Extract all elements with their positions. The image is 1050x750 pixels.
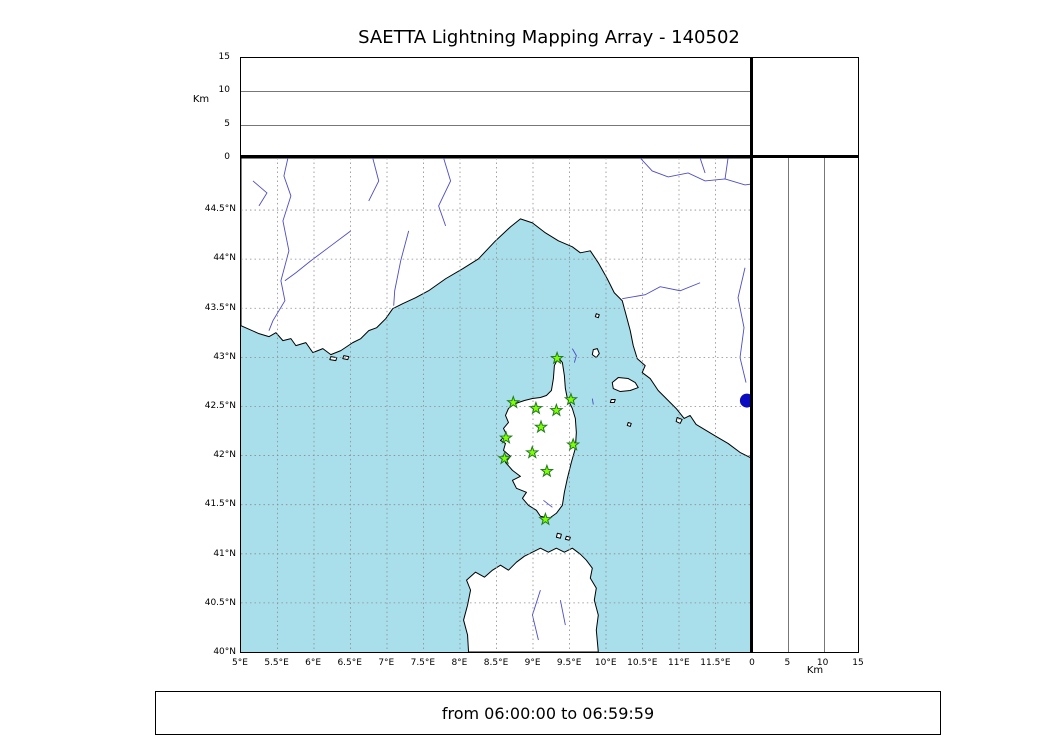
- station-star-marker: [538, 511, 553, 526]
- lon-tick-label: 10°E: [594, 658, 617, 668]
- river-line: [591, 398, 594, 405]
- detection-dot: [739, 393, 752, 408]
- lat-tick-label: 42°N: [213, 450, 236, 461]
- lat-tick-label: 40°N: [213, 647, 236, 657]
- land-polygon: [626, 421, 632, 427]
- lon-tick-label: 11°E: [668, 658, 690, 668]
- lon-tick-label: 11.5°E: [700, 658, 731, 668]
- lon-tick-label: 8.5°E: [483, 658, 509, 668]
- land-polygon: [564, 535, 571, 541]
- land-polygon: [594, 313, 600, 319]
- land-polygon: [591, 348, 600, 359]
- river-line: [737, 267, 747, 383]
- altitude-vs-longitude-panel: [240, 57, 753, 158]
- station-star-marker: [563, 392, 579, 406]
- land-polygon: [609, 399, 616, 404]
- altitude-vs-latitude-panel: [752, 157, 859, 653]
- altitude-tick-label: 0: [224, 152, 230, 162]
- river-line: [393, 230, 410, 306]
- station-star-marker: [525, 445, 540, 459]
- lon-tick-label: 9.5°E: [556, 658, 582, 668]
- lat-tick-label: 40.5°N: [204, 597, 236, 608]
- km-tick-label: 10: [816, 658, 829, 668]
- lat-tick-label: 43.5°N: [204, 302, 236, 313]
- km-tick-label: 0: [749, 658, 755, 668]
- river-line: [699, 158, 706, 174]
- land-polygon: [555, 532, 562, 539]
- land-polygon: [499, 357, 577, 519]
- river-line: [438, 158, 452, 227]
- time-range-box: from 06:00:00 to 06:59:59: [155, 691, 941, 735]
- station-star-marker: [566, 437, 581, 451]
- map-panel: [240, 157, 753, 653]
- river-line: [252, 180, 268, 207]
- lon-tick-label: 6.5°E: [337, 658, 362, 668]
- river-line: [559, 600, 566, 626]
- altitude-tick-label: 5: [224, 118, 230, 129]
- altitude-axis-label-left: Km: [192, 94, 210, 105]
- river-line: [724, 158, 729, 180]
- lat-tick-label: 44°N: [213, 253, 236, 264]
- lon-tick-label: 8°E: [451, 658, 468, 668]
- river-line: [284, 230, 352, 282]
- lon-tick-label: 7.5°E: [410, 658, 436, 668]
- lat-tick-label: 42.5°N: [204, 400, 236, 411]
- panel-divider-horizontal: [240, 155, 859, 158]
- lon-tick-label: 7°E: [378, 658, 395, 668]
- station-star-marker: [498, 430, 514, 444]
- lat-tick-label: 43°N: [213, 351, 236, 362]
- river-line: [543, 499, 553, 508]
- altitude-grid-line: [788, 158, 790, 652]
- altitude-axis-label-bottom: Km: [806, 665, 824, 676]
- lat-tick-label: 41°N: [213, 548, 236, 559]
- land-polygon: [463, 547, 599, 652]
- altitude-grid-line: [241, 124, 752, 126]
- river-line: [639, 158, 752, 186]
- river-line: [571, 348, 577, 363]
- river-line: [531, 589, 541, 641]
- station-star-marker: [549, 350, 565, 365]
- station-star-marker: [533, 419, 549, 434]
- lon-tick-label: 9°E: [524, 658, 541, 668]
- lat-tick-label: 41.5°N: [204, 499, 236, 510]
- altitude-tick-label: 15: [218, 52, 230, 62]
- station-star-marker: [497, 451, 512, 465]
- figure-title: SAETTA Lightning Mapping Array - 140502: [358, 27, 740, 48]
- land-polygon: [241, 158, 752, 459]
- altitude-grid-line: [241, 91, 752, 93]
- lon-tick-label: 6°E: [305, 658, 322, 668]
- km-tick-label: 5: [784, 658, 791, 668]
- time-range-text: from 06:00:00 to 06:59:59: [441, 703, 655, 723]
- land-polygon: [675, 416, 683, 424]
- lon-tick-label: 5°E: [232, 658, 248, 668]
- km-tick-label: 15: [852, 658, 864, 668]
- station-star-marker: [528, 400, 544, 415]
- river-line: [268, 158, 292, 331]
- lon-tick-label: 5.5°E: [264, 658, 289, 668]
- panel-divider-vertical: [750, 57, 753, 653]
- station-star-marker: [549, 402, 564, 417]
- lat-tick-label: 44.5°N: [204, 204, 236, 215]
- lon-tick-label: 10.5°E: [627, 658, 658, 668]
- river-line: [622, 282, 701, 300]
- river-line: [368, 158, 380, 202]
- station-star-marker: [506, 394, 521, 409]
- corner-panel: [752, 57, 859, 158]
- altitude-tick-label: 10: [218, 85, 230, 96]
- land-polygon: [611, 377, 639, 393]
- station-star-marker: [539, 463, 555, 478]
- map-canvas: [241, 158, 752, 652]
- altitude-grid-line: [823, 158, 825, 652]
